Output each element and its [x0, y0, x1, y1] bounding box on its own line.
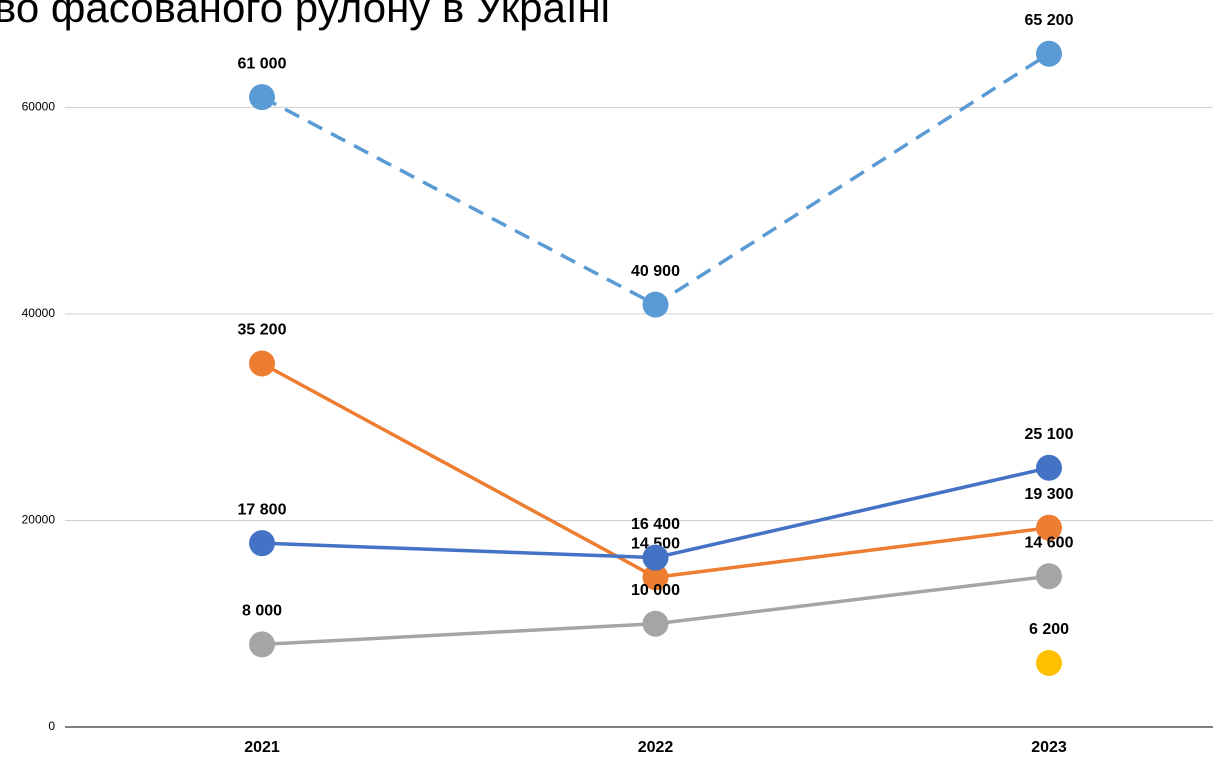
- data-label: 17 800: [238, 501, 287, 518]
- data-label: 61 000: [238, 55, 287, 72]
- data-label: 10 000: [631, 582, 680, 599]
- data-label: 40 900: [631, 263, 680, 280]
- y-tick-label: 40000: [22, 306, 56, 320]
- data-point: [1036, 563, 1062, 590]
- x-tick-label: 2021: [244, 739, 280, 756]
- y-tick-label: 0: [48, 719, 55, 733]
- data-point: [249, 631, 275, 658]
- data-label: 19 300: [1025, 486, 1074, 503]
- data-point: [1036, 40, 1062, 67]
- data-point: [642, 564, 669, 591]
- data-label: 8 000: [242, 603, 282, 620]
- data-point: [1036, 649, 1062, 676]
- data-label: 14 500: [631, 535, 680, 552]
- y-tick-label: 60000: [22, 100, 56, 114]
- data-label: 25 100: [1025, 426, 1074, 443]
- data-point: [642, 291, 669, 318]
- data-point: [249, 350, 275, 377]
- data-point: [249, 530, 275, 557]
- data-point: [1036, 454, 1062, 481]
- x-tick-label: 2022: [638, 739, 674, 756]
- data-point: [1036, 514, 1062, 541]
- data-label: 35 200: [238, 322, 287, 339]
- data-point: [642, 544, 669, 571]
- chart-title: во фасованого рулону в Україні: [0, 0, 610, 31]
- data-label: 14 600: [1025, 534, 1074, 551]
- data-point: [642, 610, 669, 637]
- data-label: 65 200: [1025, 12, 1074, 29]
- data-point: [249, 84, 275, 111]
- data-label: 16 400: [631, 516, 680, 533]
- y-tick-label: 20000: [22, 513, 56, 527]
- x-tick-label: 2023: [1031, 739, 1067, 756]
- data-label: 6 200: [1029, 621, 1069, 638]
